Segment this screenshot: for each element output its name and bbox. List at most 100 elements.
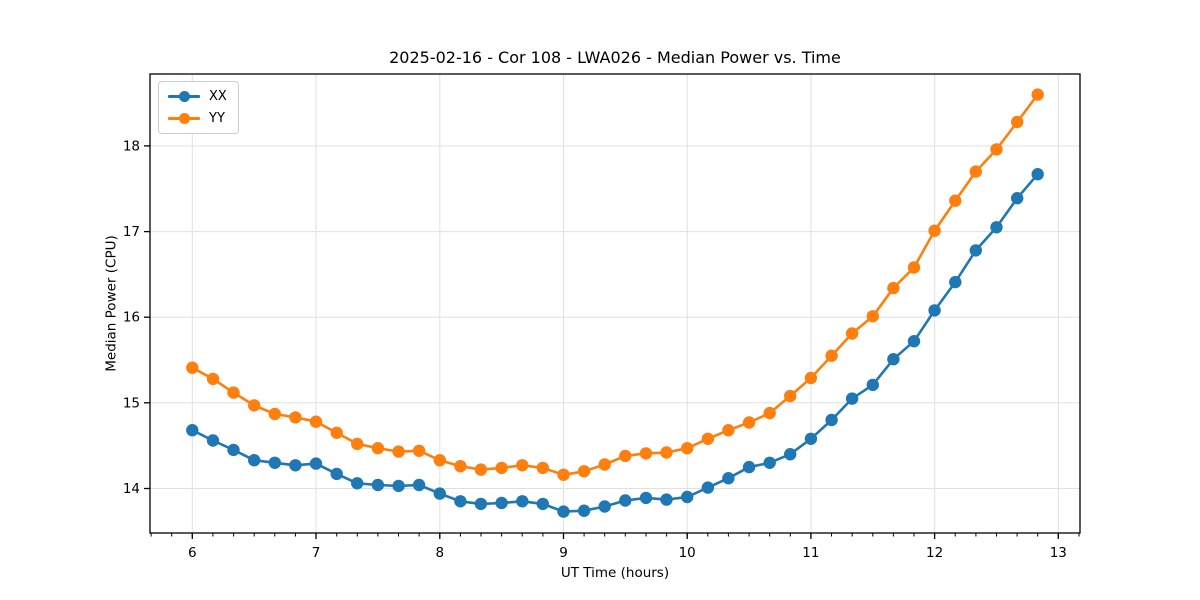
data-point-yy (639, 447, 653, 460)
data-point-yy (722, 424, 735, 437)
data-point-xx (866, 378, 879, 392)
data-point-yy (536, 461, 549, 475)
yy-marker-sample (168, 112, 200, 125)
data-point-xx (309, 457, 323, 470)
data-point-xx (371, 478, 385, 492)
x-tick-label: 7 (312, 545, 321, 561)
data-point-xx (763, 456, 776, 469)
data-point-yy (495, 461, 508, 475)
data-point-xx (557, 505, 570, 518)
y-axis-label: Median Power (CPU) (103, 235, 120, 372)
data-point-yy (371, 442, 385, 455)
data-point-yy (763, 406, 776, 420)
data-point-xx (722, 472, 735, 485)
data-point-yy (619, 449, 632, 463)
data-point-yy (907, 261, 921, 274)
data-point-yy (412, 444, 426, 457)
legend: XX YY (158, 81, 239, 134)
data-point-xx (248, 454, 261, 467)
legend-item-yy: YY (168, 109, 227, 128)
data-point-yy (186, 361, 199, 374)
data-point-xx (227, 443, 240, 457)
data-point-xx (289, 459, 302, 472)
data-point-xx (701, 481, 715, 494)
data-point-xx (1011, 192, 1024, 205)
data-point-yy (681, 442, 694, 455)
y-tick-label: 17 (123, 224, 140, 240)
data-point-xx (268, 456, 281, 469)
data-point-xx (949, 275, 962, 289)
xx-dot-swatch (178, 91, 190, 102)
data-point-yy (351, 437, 364, 451)
data-point-yy (557, 468, 570, 481)
data-point-yy (1011, 115, 1024, 129)
data-point-yy (330, 426, 343, 439)
y-tick-label: 18 (123, 138, 140, 154)
data-point-yy (804, 371, 818, 385)
data-point-xx (351, 477, 364, 490)
data-point-xx (825, 413, 838, 427)
legend-label-xx: XX (209, 89, 227, 104)
xx-marker-sample (168, 90, 200, 103)
x-tick-label: 8 (436, 545, 445, 561)
data-point-xx (598, 500, 611, 513)
data-point-yy (742, 416, 756, 429)
chart-title: 2025-02-16 - Cor 108 - LWA026 - Median P… (389, 48, 841, 67)
data-point-yy (433, 454, 446, 467)
data-point-xx (186, 424, 199, 437)
data-point-yy (268, 407, 281, 421)
data-point-yy (454, 460, 467, 473)
legend-label-yy: YY (209, 111, 225, 126)
data-point-yy (949, 194, 962, 207)
data-point-xx (392, 479, 405, 493)
data-point-yy (206, 372, 220, 386)
data-point-xx (206, 434, 220, 447)
data-point-yy (845, 327, 859, 340)
data-point-yy (887, 281, 900, 295)
plot-border (149, 73, 1081, 534)
data-point-yy (227, 386, 240, 399)
y-tick-label: 14 (123, 481, 140, 497)
data-point-xx (928, 304, 941, 317)
data-point-yy (248, 399, 261, 412)
data-point-xx (742, 460, 756, 474)
data-point-xx (1031, 168, 1044, 181)
data-point-yy (928, 224, 941, 237)
data-point-yy (969, 165, 982, 178)
data-point-xx (969, 244, 982, 257)
x-tick-label: 12 (926, 545, 943, 561)
data-point-xx (516, 495, 529, 508)
data-point-yy (598, 458, 611, 471)
data-point-yy (309, 415, 323, 428)
x-axis-label: UT Time (hours) (560, 565, 670, 581)
data-point-xx (660, 493, 673, 506)
y-tick-label: 16 (123, 310, 140, 326)
data-point-xx (784, 448, 797, 461)
data-point-xx (412, 478, 426, 492)
data-point-xx (433, 487, 446, 500)
x-tick-label: 13 (1050, 545, 1067, 561)
data-point-yy (289, 411, 302, 424)
data-point-xx (330, 467, 343, 481)
yy-dot-swatch (178, 113, 190, 124)
x-tick-label: 6 (188, 545, 197, 561)
data-point-yy (392, 445, 405, 458)
x-tick-label: 9 (559, 545, 568, 561)
data-point-xx (619, 494, 632, 507)
data-point-yy (825, 349, 838, 362)
x-tick-label: 11 (802, 545, 819, 561)
data-point-yy (474, 463, 488, 476)
data-point-xx (907, 335, 921, 348)
legend-item-xx: XX (168, 87, 227, 106)
data-point-yy (784, 389, 797, 403)
data-point-xx (577, 504, 591, 517)
data-point-xx (845, 392, 859, 405)
data-point-yy (701, 432, 715, 445)
data-point-xx (536, 497, 549, 511)
data-point-xx (474, 497, 488, 511)
data-point-yy (577, 465, 591, 478)
data-point-yy (990, 143, 1003, 156)
y-tick-label: 15 (123, 395, 140, 411)
